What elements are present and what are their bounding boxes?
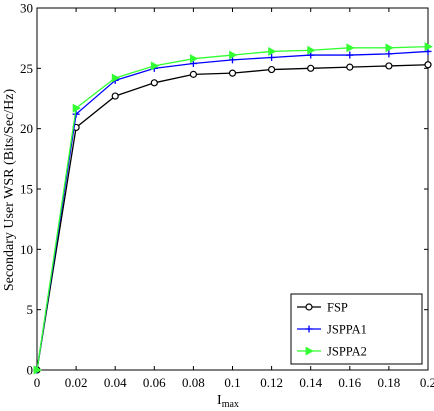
data-point-jsppa2 xyxy=(33,365,42,375)
data-point-jsppa2 xyxy=(307,45,316,55)
data-point-fsp xyxy=(307,64,315,72)
data-point-jsppa2 xyxy=(229,50,238,60)
data-point-jsppa2 xyxy=(385,43,394,53)
data-point-fsp xyxy=(189,70,197,78)
y-tick-label: 20 xyxy=(20,121,33,136)
y-tick-label: 5 xyxy=(27,302,34,317)
y-tick-label: 10 xyxy=(20,242,33,257)
data-point-jsppa2 xyxy=(150,61,160,71)
x-tick-label: 0.02 xyxy=(65,375,88,390)
y-tick-label: 15 xyxy=(20,182,33,197)
data-point-jsppa2 xyxy=(189,54,199,64)
data-point-fsp xyxy=(111,92,119,100)
legend-label-fsp: FSP xyxy=(327,301,348,315)
legend: FSP JSPPA1 JSPPA2 xyxy=(290,293,423,365)
legend-label-jsppa2: JSPPA2 xyxy=(327,345,367,359)
x-axis-title-subscript: max xyxy=(222,399,239,410)
y-tick-label: 30 xyxy=(20,1,33,16)
data-point-jsppa2 xyxy=(268,46,277,56)
y-tick-label: 25 xyxy=(20,61,33,76)
data-point-fsp xyxy=(268,65,276,74)
data-point-fsp xyxy=(228,69,237,77)
axis-ticks: 0 0.02 0.04 0.06 0.08 0.1 0.12 0.14 0.16 0.18 0.2 0… xyxy=(20,1,434,391)
series-jsppa2 xyxy=(33,42,433,375)
legend-label-jsppa1: JSPPA1 xyxy=(327,323,367,337)
y-tick-label: 0 xyxy=(27,363,34,378)
data-point-jsppa1 xyxy=(346,51,354,59)
x-tick-label: 0.14 xyxy=(299,375,322,390)
data-point-jsppa2 xyxy=(346,43,355,53)
data-point-fsp xyxy=(424,61,432,69)
x-tick-label: 0.04 xyxy=(104,375,127,390)
data-point-jsppa2 xyxy=(424,42,433,52)
x-tick-label: 0.16 xyxy=(338,375,361,390)
data-point-jsppa2 xyxy=(72,103,81,113)
data-point-fsp xyxy=(346,63,354,71)
legend-marker-jsppa2 xyxy=(305,346,314,356)
data-point-jsppa1 xyxy=(268,53,276,61)
x-tick-label: 0.08 xyxy=(182,375,205,390)
x-tick-label: 0.06 xyxy=(143,375,166,390)
legend-marker-fsp xyxy=(305,303,313,311)
x-tick-label: 0.2 xyxy=(420,375,434,390)
data-point-jsppa1 xyxy=(385,50,393,58)
x-tick-label: 0.12 xyxy=(260,375,283,390)
legend-marker-jsppa1 xyxy=(305,325,313,333)
x-tick-label: 0 xyxy=(34,375,41,390)
x-axis-title-main: I xyxy=(217,393,222,408)
x-tick-label: 0.18 xyxy=(378,375,401,390)
x-tick-label: 0.1 xyxy=(224,375,240,390)
data-point-jsppa2 xyxy=(111,73,121,83)
data-point-fsp xyxy=(150,79,158,87)
y-axis-title: Secondary User WSR (Bits/Sec/Hz) xyxy=(2,89,17,292)
x-axis-title: Imax xyxy=(217,393,239,410)
series-layer xyxy=(33,42,433,375)
data-point-fsp xyxy=(385,62,393,70)
